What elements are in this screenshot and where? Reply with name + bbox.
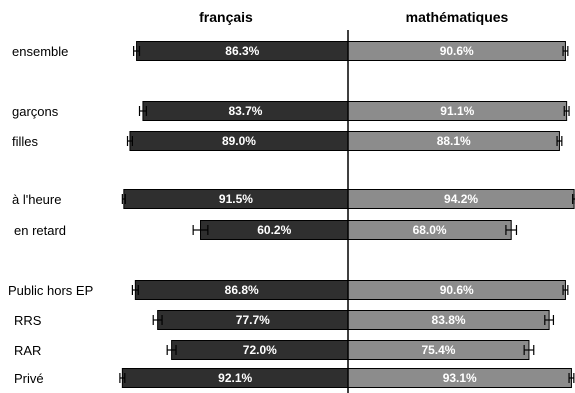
error-bar-mathematiques	[572, 194, 575, 204]
row-label: Public hors EP	[8, 283, 93, 298]
value-label-francais: 89.0%	[222, 134, 256, 148]
series-header-mathematiques: mathématiques	[406, 9, 509, 25]
value-label-mathematiques: 68.0%	[413, 223, 447, 237]
error-bar-francais	[138, 106, 147, 116]
value-label-francais: 72.0%	[243, 343, 277, 357]
error-bar-francais	[152, 315, 163, 325]
value-label-francais: 60.2%	[257, 223, 291, 237]
value-label-mathematiques: 93.1%	[443, 371, 477, 385]
error-bar-francais	[166, 345, 177, 355]
row-label: garçons	[12, 104, 59, 119]
error-bar-francais	[131, 285, 139, 295]
value-label-mathematiques: 91.1%	[440, 104, 474, 118]
error-bar-mathematiques	[562, 46, 569, 56]
value-label-mathematiques: 94.2%	[444, 192, 478, 206]
value-label-mathematiques: 75.4%	[421, 343, 455, 357]
error-bar-francais	[133, 46, 141, 56]
row-label: en retard	[14, 223, 66, 238]
row-label: filles	[12, 134, 39, 149]
value-label-francais: 86.3%	[225, 44, 259, 58]
error-bar-francais	[192, 225, 209, 235]
error-bar-francais	[121, 194, 126, 204]
error-bar-francais	[119, 373, 126, 383]
value-label-mathematiques: 83.8%	[432, 313, 466, 327]
value-label-francais: 91.5%	[219, 192, 253, 206]
series-header-francais: français	[199, 9, 253, 25]
error-bar-francais	[126, 136, 133, 146]
row-label: ensemble	[12, 44, 68, 59]
bar-rows: ensemble 86.3% 90.6% garçons 83.7% 91.1% fille…	[8, 41, 575, 388]
value-label-mathematiques: 90.6%	[440, 283, 474, 297]
row-label: à l'heure	[12, 192, 61, 207]
error-bar-mathematiques	[505, 225, 518, 235]
error-bar-mathematiques	[544, 315, 555, 325]
value-label-mathematiques: 88.1%	[437, 134, 471, 148]
value-label-francais: 92.1%	[218, 371, 252, 385]
value-label-francais: 77.7%	[236, 313, 270, 327]
error-bar-mathematiques	[563, 106, 570, 116]
error-bar-mathematiques	[523, 345, 535, 355]
value-label-francais: 86.8%	[225, 283, 259, 297]
row-label: Privé	[14, 371, 44, 386]
row-label: RAR	[14, 343, 41, 358]
error-bar-mathematiques	[562, 285, 569, 295]
value-label-mathematiques: 90.6%	[440, 44, 474, 58]
row-label: RRS	[14, 313, 42, 328]
error-bar-mathematiques	[568, 373, 575, 383]
error-bar-mathematiques	[556, 136, 563, 146]
value-label-francais: 83.7%	[228, 104, 262, 118]
